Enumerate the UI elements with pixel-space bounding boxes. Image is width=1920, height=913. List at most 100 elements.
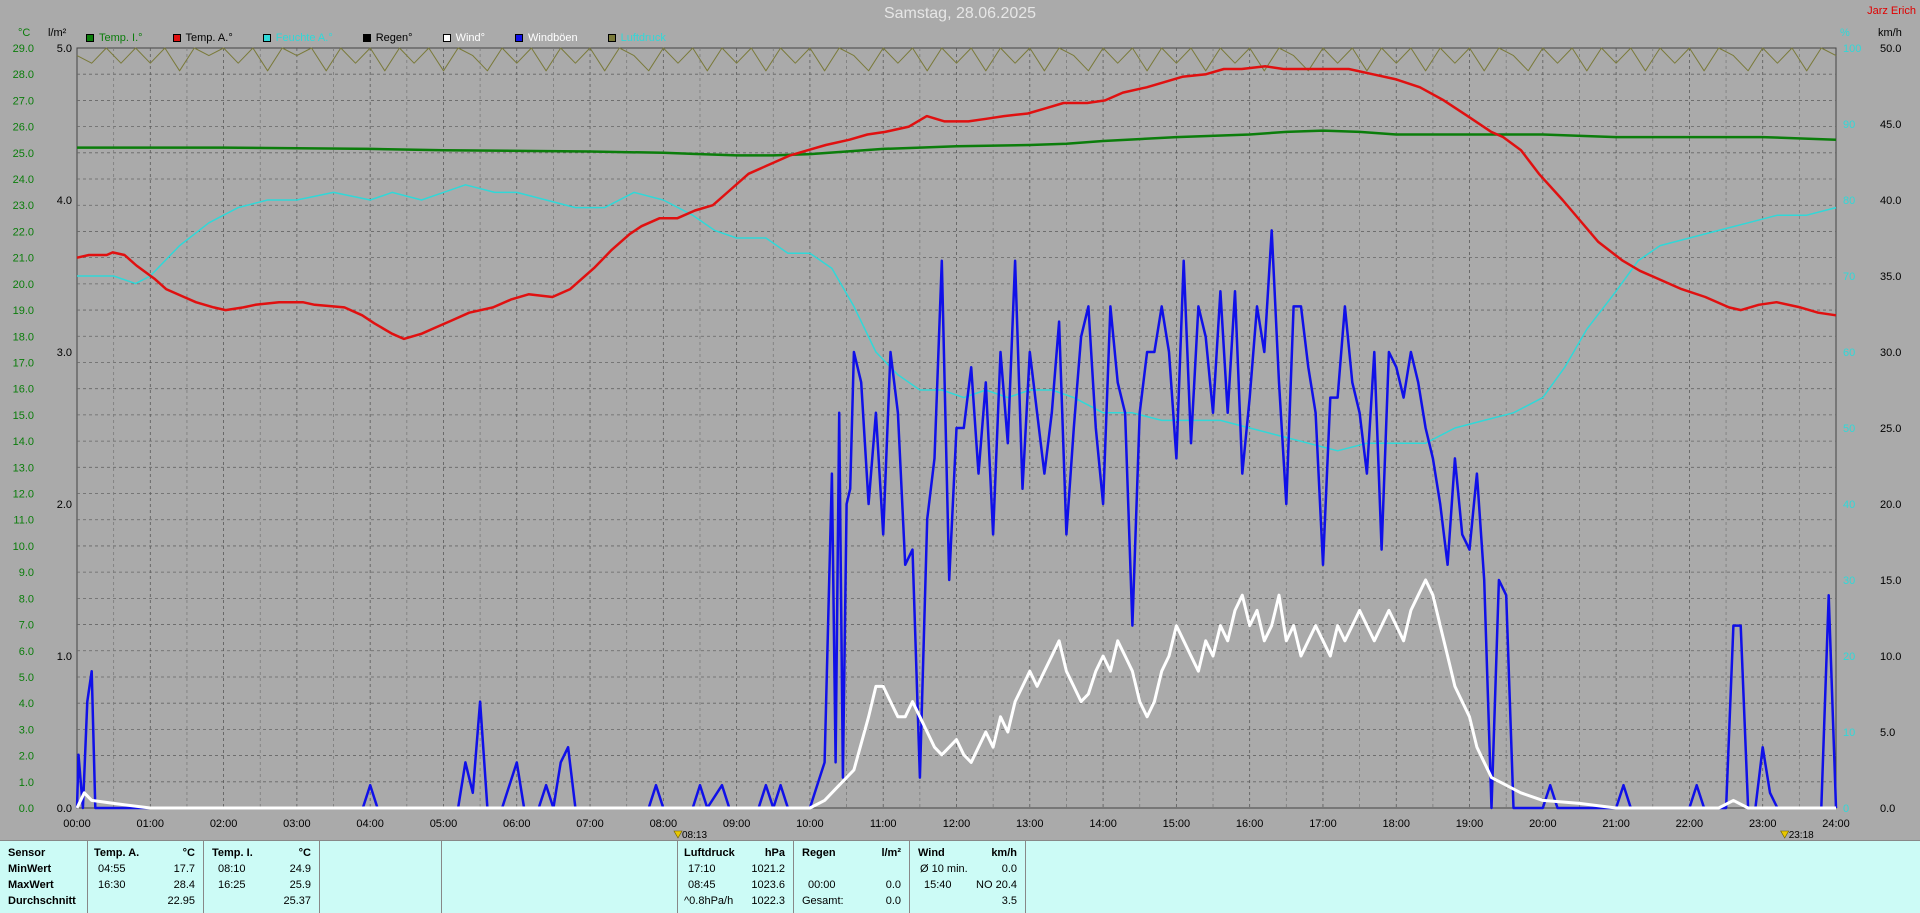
y-tick-label-temp: 17.0 — [13, 357, 34, 369]
y-tick-label-wind: 35.0 — [1880, 271, 1901, 283]
stats-pressure-min-time: 17:10 — [688, 863, 716, 875]
stats-wind-avg10-label: Ø 10 min. — [920, 863, 968, 875]
y-tick-label-percent: 40 — [1843, 499, 1855, 511]
legend-label: Wind° — [455, 32, 486, 44]
stats-wind-column: Wind km/h Ø 10 min. 0.0 15:40 NO 20.4 3.5 — [910, 841, 1026, 913]
y-tick-label-percent: 100 — [1843, 43, 1861, 55]
legend-item: Feuchte A.° — [262, 32, 333, 44]
stats-wind-header: Wind — [918, 847, 945, 859]
y-tick-label-wind: 40.0 — [1880, 195, 1901, 207]
stats-rain-header: Regen — [802, 847, 836, 859]
legend-item: Regen° — [362, 32, 413, 44]
y-tick-label-rain: 2.0 — [57, 499, 72, 511]
y-tick-label-percent: 30 — [1843, 575, 1855, 587]
y-tick-label-temp: 18.0 — [13, 331, 34, 343]
chart-canvas: 0.0 1.0 2.0 3.0 4.0 5.0 6.0 7.0 8.0 9.0 10.0 11.0 12… — [13, 27, 1902, 840]
legend-label: Feuchte A.° — [275, 32, 333, 44]
y-tick-label-rain: 4.0 — [57, 195, 72, 207]
stats-empty-column-2 — [442, 841, 678, 913]
axis-unit-wind: km/h — [1878, 27, 1902, 39]
y-tick-label-wind: 10.0 — [1880, 651, 1901, 663]
legend-swatch — [262, 34, 271, 42]
x-tick-label: 02:00 — [210, 818, 238, 830]
y-tick-label-wind: 50.0 — [1880, 43, 1901, 55]
y-tick-label-rain: 0.0 — [57, 803, 72, 815]
x-tick-label: 14:00 — [1089, 818, 1117, 830]
marker-label: 08:13 — [682, 830, 707, 840]
stats-pressure-unit: hPa — [764, 847, 785, 859]
y-tick-label-rain: 3.0 — [57, 347, 72, 359]
stats-pressure-column: Luftdruck hPa 17:10 1021.2 08:45 1023.6 ^0… — [678, 841, 794, 913]
y-tick-label-temp: 1.0 — [19, 777, 34, 789]
x-tick-label: 20:00 — [1529, 818, 1557, 830]
stats-sensor-column: Sensor MinWert MaxWert Durchschnitt — [0, 841, 88, 913]
x-tick-label: 16:00 — [1236, 818, 1264, 830]
stats-temp-a-header: Temp. A. — [94, 847, 140, 859]
y-tick-label-temp: 29.0 — [13, 43, 34, 55]
y-tick-label-temp: 8.0 — [19, 593, 34, 605]
y-tick-label-temp: 2.0 — [19, 751, 34, 763]
axis-unit-temp: °C — [18, 27, 30, 39]
y-tick-label-temp: 16.0 — [13, 384, 34, 396]
y-tick-label-wind: 5.0 — [1880, 727, 1895, 739]
y-tick-label-rain: 5.0 — [57, 43, 72, 55]
legend-label: Temp. I.° — [99, 32, 143, 44]
y-tick-label-wind: 15.0 — [1880, 575, 1901, 587]
y-tick-label-temp: 25.0 — [13, 148, 34, 160]
y-tick-label-temp: 11.0 — [13, 515, 34, 527]
stats-temp-a-min-value: 17.7 — [173, 863, 195, 875]
stats-temp-a-max-time: 16:30 — [98, 879, 126, 891]
legend-swatch — [172, 34, 181, 42]
series-line — [76, 65, 1837, 341]
x-tick-label: 00:00 — [63, 818, 91, 830]
series-line — [77, 129, 1837, 157]
x-tick-label: 17:00 — [1309, 818, 1337, 830]
stats-temp-i-unit: °C — [298, 847, 311, 859]
stats-pressure-min-value: 1021.2 — [751, 863, 785, 875]
x-tick-label: 24:00 — [1822, 818, 1850, 830]
stats-temp-i-max-value: 25.9 — [289, 879, 311, 891]
stats-pressure-trend: ^0.8hPa/h — [684, 895, 734, 907]
marker-triangle — [673, 830, 683, 839]
x-tick-label: 08:00 — [650, 818, 678, 830]
y-tick-label-temp: 12.0 — [13, 489, 34, 501]
weather-chart: 0.0 1.0 2.0 3.0 4.0 5.0 6.0 7.0 8.0 9.0 10.0 11.0 12… — [13, 5, 1916, 840]
stats-sensor-header: Sensor — [8, 847, 46, 859]
stats-temp-i-min-value: 24.9 — [289, 863, 311, 875]
legend-swatch — [442, 34, 451, 42]
x-tick-label: 03:00 — [283, 818, 311, 830]
legend-item: Windböen — [515, 32, 578, 44]
y-tick-label-temp: 21.0 — [13, 253, 34, 265]
chart-title: Samstag, 28.06.2025 — [883, 5, 1037, 22]
chart-legend: Temp. I.° Temp. A.° Feuchte A.° Regen° Wind°… — [86, 30, 696, 46]
series-line — [75, 578, 1836, 810]
legend-item: Luftdruck — [607, 32, 666, 44]
x-tick-label: 19:00 — [1456, 818, 1484, 830]
stats-temp-a-max-value: 28.4 — [173, 879, 195, 891]
y-tick-label-temp: 19.0 — [13, 305, 34, 317]
y-tick-label-percent: 20 — [1843, 651, 1855, 663]
x-tick-label: 01:00 — [137, 818, 165, 830]
axis-unit-rain: l/m² — [48, 27, 67, 39]
legend-label: Windböen — [528, 32, 578, 44]
y-tick-label-temp: 24.0 — [13, 174, 34, 186]
x-tick-label: 12:00 — [943, 818, 971, 830]
stats-wind-unit: km/h — [991, 847, 1017, 859]
stats-temp-a-unit: °C — [182, 847, 195, 859]
legend-item: Temp. I.° — [86, 32, 143, 44]
stats-row-avg-label: Durchschnitt — [8, 895, 76, 907]
y-tick-label-temp: 7.0 — [19, 620, 34, 632]
y-tick-label-wind: 25.0 — [1880, 423, 1901, 435]
stats-wind-avg10-value: 0.0 — [1001, 863, 1017, 875]
x-tick-label: 21:00 — [1602, 818, 1630, 830]
y-tick-label-temp: 27.0 — [13, 95, 34, 107]
x-tick-label: 11:00 — [870, 818, 897, 830]
y-tick-label-percent: 0 — [1843, 803, 1849, 815]
stats-wind-avg-value: 3.5 — [1001, 895, 1017, 907]
x-tick-label: 10:00 — [796, 818, 824, 830]
y-tick-label-temp: 15.0 — [13, 410, 34, 422]
stats-rain-total-label: Gesamt: — [802, 895, 844, 907]
x-tick-label: 18:00 — [1382, 818, 1410, 830]
legend-label: Temp. A.° — [185, 32, 233, 44]
stats-temp-a-column: Temp. A. °C 04:55 17.7 16:30 28.4 22.95 — [88, 841, 204, 913]
